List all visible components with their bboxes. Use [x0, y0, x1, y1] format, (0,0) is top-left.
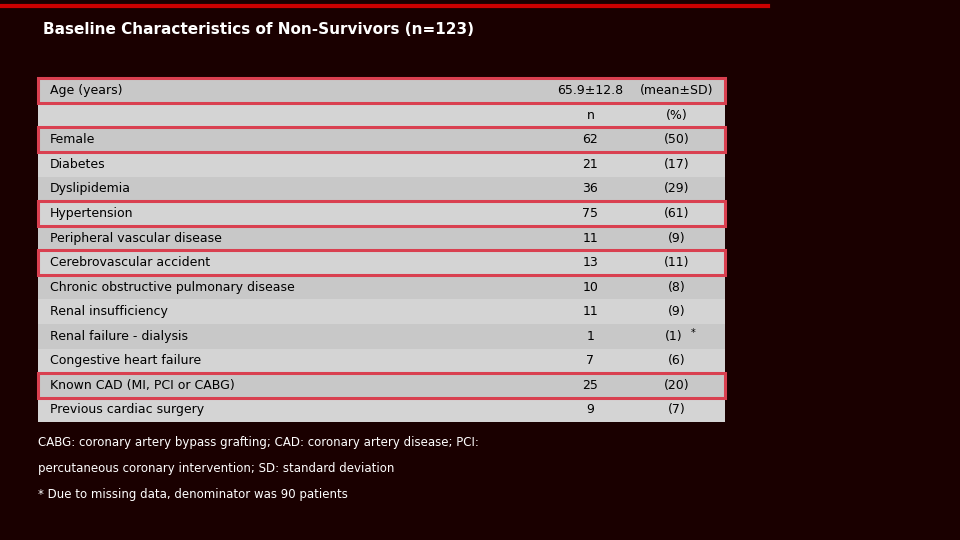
Text: Dyslipidemia: Dyslipidemia: [50, 183, 131, 195]
FancyBboxPatch shape: [38, 103, 725, 127]
FancyBboxPatch shape: [38, 226, 725, 251]
Text: 11: 11: [583, 232, 598, 245]
Text: (50): (50): [664, 133, 689, 146]
Text: (8): (8): [668, 281, 685, 294]
Text: 62: 62: [583, 133, 598, 146]
Text: 9: 9: [587, 403, 594, 416]
Text: 13: 13: [583, 256, 598, 269]
Text: (9): (9): [668, 305, 685, 318]
Text: (17): (17): [664, 158, 689, 171]
Text: CABG: coronary artery bypass grafting; CAD: coronary artery disease; PCI:: CABG: coronary artery bypass grafting; C…: [38, 436, 479, 449]
Text: (%): (%): [666, 109, 687, 122]
FancyBboxPatch shape: [38, 251, 725, 275]
FancyBboxPatch shape: [38, 397, 725, 422]
Text: 11: 11: [583, 305, 598, 318]
Text: Previous cardiac surgery: Previous cardiac surgery: [50, 403, 204, 416]
Text: Congestive heart failure: Congestive heart failure: [50, 354, 201, 367]
Text: (9): (9): [668, 232, 685, 245]
Text: Diabetes: Diabetes: [50, 158, 106, 171]
FancyBboxPatch shape: [38, 275, 725, 299]
FancyBboxPatch shape: [38, 177, 725, 201]
Text: (61): (61): [664, 207, 689, 220]
Text: n: n: [587, 109, 594, 122]
Text: (7): (7): [668, 403, 685, 416]
FancyBboxPatch shape: [38, 373, 725, 397]
Text: 7: 7: [587, 354, 594, 367]
Text: 21: 21: [583, 158, 598, 171]
Text: Chronic obstructive pulmonary disease: Chronic obstructive pulmonary disease: [50, 281, 295, 294]
Text: *: *: [691, 327, 695, 338]
Text: (mean±SD): (mean±SD): [640, 84, 713, 97]
FancyBboxPatch shape: [38, 324, 725, 349]
Text: Hypertension: Hypertension: [50, 207, 133, 220]
FancyBboxPatch shape: [38, 201, 725, 226]
Text: Renal insufficiency: Renal insufficiency: [50, 305, 168, 318]
Text: percutaneous coronary intervention; SD: standard deviation: percutaneous coronary intervention; SD: …: [38, 462, 395, 475]
Text: 75: 75: [583, 207, 598, 220]
Text: * Due to missing data, denominator was 90 patients: * Due to missing data, denominator was 9…: [38, 488, 348, 501]
Text: Peripheral vascular disease: Peripheral vascular disease: [50, 232, 222, 245]
Text: Renal failure - dialysis: Renal failure - dialysis: [50, 330, 188, 343]
FancyBboxPatch shape: [38, 127, 725, 152]
FancyBboxPatch shape: [38, 78, 725, 103]
Text: 36: 36: [583, 183, 598, 195]
Text: 10: 10: [583, 281, 598, 294]
Text: (6): (6): [668, 354, 685, 367]
FancyBboxPatch shape: [38, 152, 725, 177]
Text: (29): (29): [664, 183, 689, 195]
FancyBboxPatch shape: [38, 299, 725, 324]
Text: Female: Female: [50, 133, 95, 146]
Text: Known CAD (MI, PCI or CABG): Known CAD (MI, PCI or CABG): [50, 379, 234, 392]
Text: 65.9±12.8: 65.9±12.8: [558, 84, 623, 97]
Text: (1): (1): [665, 330, 683, 343]
FancyBboxPatch shape: [38, 349, 725, 373]
Text: Cerebrovascular accident: Cerebrovascular accident: [50, 256, 210, 269]
Text: Age (years): Age (years): [50, 84, 123, 97]
Text: (20): (20): [664, 379, 689, 392]
Text: Baseline Characteristics of Non-Survivors (n=123): Baseline Characteristics of Non-Survivor…: [43, 22, 474, 37]
Text: 25: 25: [583, 379, 598, 392]
Text: (11): (11): [664, 256, 689, 269]
Text: 1: 1: [587, 330, 594, 343]
